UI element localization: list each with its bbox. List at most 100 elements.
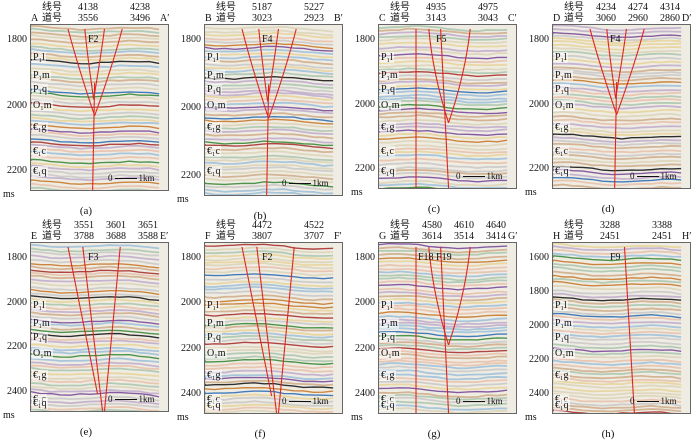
panel-a: 线号 道号 A A′ 4138 4238 3556 3496 1800 2000 2200 ms P₁l… (0, 0, 172, 217)
section-end: D′ (682, 13, 692, 24)
panel-g: 线号 道号 G G′ 4580 4610 4640 3614 3514 3414 1800 2000 2… (348, 218, 520, 440)
formation-label: €₁c (206, 394, 221, 405)
scale-zero: 0 (456, 396, 461, 406)
formation-label: €₁g (554, 370, 570, 381)
panel-b: 线号 道号 B B′ 5187 5227 3023 2923 1800 2000 2200 ms P₁l… (174, 0, 346, 222)
formation-label: P₁m (554, 318, 573, 329)
formation-label: P₁l (206, 300, 220, 311)
scale-bar: 0 1km (630, 171, 677, 181)
scale-zero: 0 (630, 171, 635, 181)
y-tick-label: 2400 (181, 388, 201, 399)
y-tick-label: 1800 (181, 34, 201, 45)
seismic-section (204, 242, 343, 414)
formation-label: P₁q (554, 332, 571, 343)
trace-number: 3688 (106, 231, 126, 242)
line-number: 4472 (252, 220, 272, 231)
y-tick-label: 2400 (7, 386, 27, 397)
line-number: 4975 (478, 2, 498, 13)
seismic-section (30, 242, 169, 412)
y-tick-label: 2000 (529, 320, 549, 331)
scale-zero: 0 (108, 173, 113, 183)
line-number: 4610 (454, 220, 474, 231)
formation-label: P₁m (380, 70, 399, 81)
fault-label: F3 (88, 252, 99, 263)
formation-label: P₁m (380, 318, 399, 329)
fault-label: F5 (436, 34, 447, 45)
formation-label: €₁q (380, 166, 396, 177)
line-number: 4234 (596, 2, 616, 13)
y-tick-label: 1800 (529, 286, 549, 297)
trace-label: 道号 (390, 231, 410, 242)
line-number: 4314 (660, 2, 680, 13)
scale-bar: 0 1km (108, 394, 155, 404)
line-number: 4640 (486, 220, 506, 231)
formation-label: P₁l (32, 300, 46, 311)
y-tick-label: 1800 (7, 34, 27, 45)
formation-label: P₁m (32, 70, 51, 81)
fault-line (615, 28, 628, 99)
fault-line (67, 28, 96, 116)
formation-label: P₁l (206, 52, 220, 63)
formation-label: P₁m (206, 70, 225, 81)
scale-zero: 0 (108, 394, 113, 404)
line-label: 线号 (216, 220, 236, 231)
fault-line (616, 28, 645, 115)
section-start: A (31, 13, 39, 24)
formation-label: €₁g (32, 370, 48, 381)
scale-bar: 0 1km (282, 178, 329, 188)
fault-line (268, 28, 297, 119)
y-unit: ms (351, 187, 363, 198)
fault-line (589, 28, 618, 115)
trace-label: 道号 (216, 231, 236, 242)
y-tick-label: 1800 (7, 252, 27, 263)
scale-unit: 1km (312, 178, 329, 188)
formation-label: P₁m (206, 318, 225, 329)
y-tick-label: 2200 (7, 341, 27, 353)
fault-label: F9 (610, 252, 621, 263)
formation-label: P₁q (380, 84, 397, 95)
y-unit: ms (525, 187, 537, 198)
formation-label: €₁q (554, 166, 570, 177)
fault-line (93, 28, 106, 100)
section-end: E′ (160, 231, 169, 242)
line-number: 4580 (422, 220, 442, 231)
y-tick-label: 2400 (355, 388, 375, 399)
seismic-section (204, 24, 343, 196)
formation-label: P₁l (380, 52, 394, 63)
formation-label: P₁q (32, 332, 49, 343)
trace-label: 道号 (42, 13, 62, 24)
fault-line (623, 246, 635, 413)
fault-label: F2 (262, 252, 273, 263)
y-unit: ms (3, 189, 15, 200)
panel-h: 线号 道号 H H′ 3288 3388 2451 2451 1600 1800 2000 2200 2… (522, 218, 694, 440)
trace-number: 3556 (78, 13, 98, 24)
line-label: 线号 (564, 2, 584, 13)
formation-label: P₁l (380, 300, 394, 311)
section-end: F′ (334, 231, 342, 242)
y-tick-label: 2000 (355, 297, 375, 309)
y-tick-label: 2200 (529, 163, 549, 174)
fault-line (103, 246, 121, 411)
formation-label: P₁m (554, 70, 573, 81)
trace-label: 道号 (42, 231, 62, 242)
fault-label: F4 (610, 34, 621, 45)
panel-c: 线号 道号 C C′ 4935 4975 3143 3043 1800 2000 2200 ms P₁l… (348, 0, 520, 217)
formation-label: P₁l (554, 52, 568, 63)
fault-label: F4 (262, 34, 273, 45)
formation-label: O₁m (380, 100, 401, 111)
y-unit: ms (177, 412, 189, 423)
formation-label: O₁m (206, 100, 227, 111)
y-tick-label: 2200 (355, 342, 375, 354)
panel-f: 线号 道号 F F′ 4472 4522 3807 3707 1800 2000 2200 2400 m… (174, 218, 346, 440)
trace-label: 道号 (564, 13, 584, 24)
panel-caption: (e) (79, 426, 93, 438)
fault-line (241, 28, 270, 119)
fault-line (258, 28, 269, 102)
trace-number: 3707 (304, 231, 324, 242)
y-tick-label: 2400 (529, 388, 549, 399)
formation-label: €₁c (554, 394, 569, 405)
scale-bar: 0 1km (630, 396, 677, 406)
fault-line (92, 82, 96, 190)
fault-line (94, 28, 123, 116)
line-number: 3551 (74, 220, 94, 231)
